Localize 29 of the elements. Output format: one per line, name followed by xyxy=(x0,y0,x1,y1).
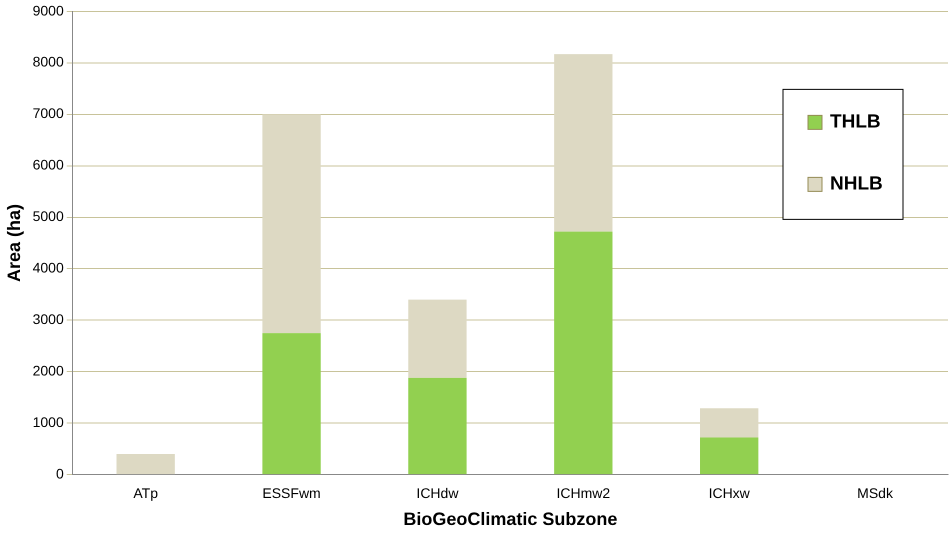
x-tick-label: MSdk xyxy=(857,484,894,501)
y-tick-label: 2000 xyxy=(32,362,64,379)
bar xyxy=(262,333,321,474)
bar xyxy=(262,114,321,334)
y-tick-label: 0 xyxy=(56,465,64,482)
x-tick-label: ATp xyxy=(133,484,158,501)
y-axis-title: Area (ha) xyxy=(4,204,24,282)
legend-label: NHLB xyxy=(830,174,883,195)
x-tick-label: ICHxw xyxy=(708,484,751,501)
y-tick-label: 1000 xyxy=(32,414,64,430)
bar xyxy=(554,54,612,232)
bar xyxy=(116,454,175,474)
bar xyxy=(408,300,467,378)
y-tick-label: 5000 xyxy=(32,208,64,224)
bar xyxy=(554,232,612,474)
y-tick-label: 9000 xyxy=(32,2,64,18)
y-tick-label: 3000 xyxy=(32,311,64,328)
y-tick-label: 4000 xyxy=(32,260,64,276)
x-tick-label: ESSFwm xyxy=(262,484,321,501)
x-tick-label: ICHmw2 xyxy=(556,484,610,501)
legend-label: THLB xyxy=(830,112,881,133)
x-axis-title: BioGeoClimatic Subzone xyxy=(403,509,618,530)
bar xyxy=(700,408,758,438)
y-tick-label: 7000 xyxy=(32,105,64,122)
y-tick-label: 6000 xyxy=(32,156,64,173)
x-tick-label: ICHdw xyxy=(416,484,460,501)
bar xyxy=(408,378,467,474)
y-tick-label: 8000 xyxy=(32,54,64,70)
bar xyxy=(700,438,758,474)
